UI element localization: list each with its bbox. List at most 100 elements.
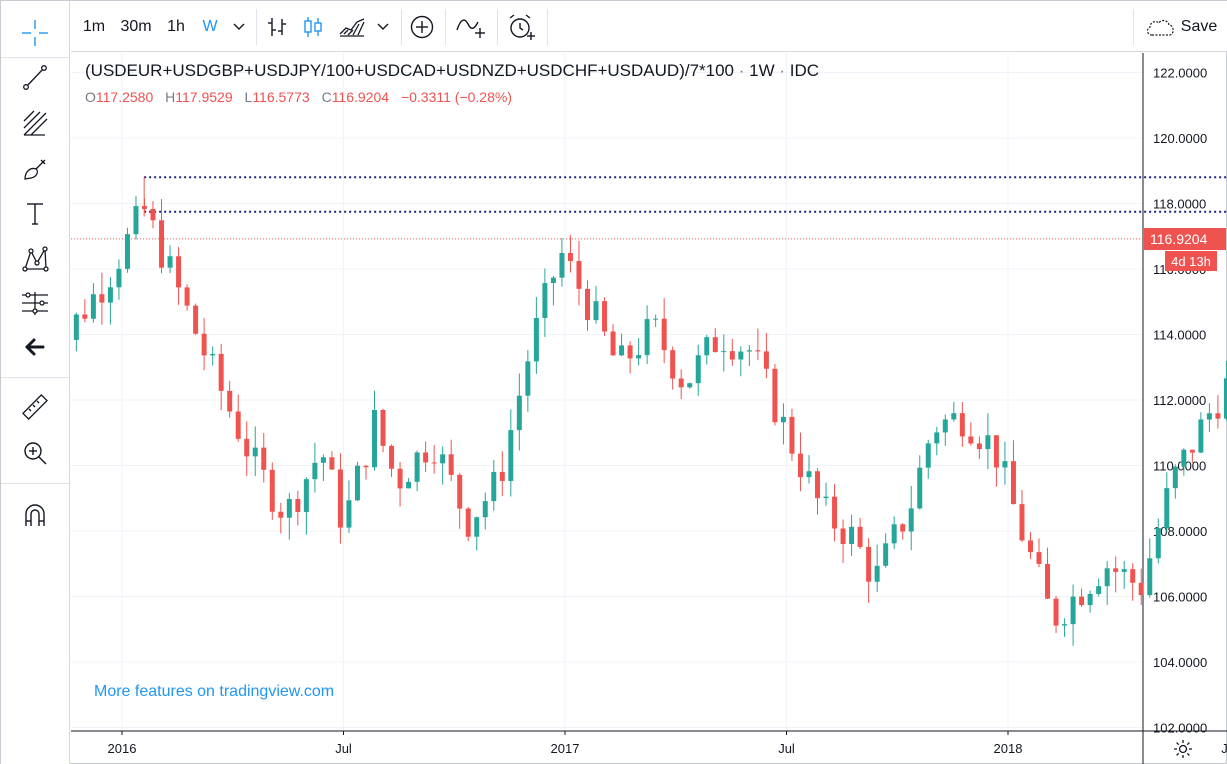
candle-body-down xyxy=(184,287,190,306)
compare-icon[interactable] xyxy=(451,11,491,43)
candle-body-up xyxy=(721,351,727,353)
candles-style-icon[interactable] xyxy=(297,11,329,43)
candle-body-down xyxy=(1045,563,1051,599)
price-axis-label: 108.0000 xyxy=(1153,524,1207,539)
candle-body-up xyxy=(934,432,940,444)
candle-body-down xyxy=(1027,540,1033,553)
save-button[interactable]: Save xyxy=(1141,11,1221,43)
interval-1m[interactable]: 1m xyxy=(82,18,106,35)
candle-body-up xyxy=(653,318,659,320)
high-value: 117.9529 xyxy=(175,89,233,105)
candle-body-up xyxy=(746,350,752,352)
candle-body-up xyxy=(908,508,914,532)
candle-body-down xyxy=(857,526,863,547)
ruler-icon[interactable] xyxy=(13,389,57,425)
candle-body-up xyxy=(636,355,642,359)
candle-body-down xyxy=(397,468,403,489)
candle-body-up xyxy=(1087,593,1093,606)
candle-body-up xyxy=(167,256,173,268)
brush-icon[interactable] xyxy=(13,151,57,187)
symbol-expression[interactable]: (USDEUR+USDGBP+USDJPY/100+USDCAD+USDNZD+… xyxy=(85,61,735,80)
open-value: 117.2580 xyxy=(95,89,154,105)
pattern-icon[interactable] xyxy=(13,241,57,277)
candle-body-up xyxy=(474,517,480,537)
ohlc-values: O117.2580 H117.9529 L116.5773 C116.9204 … xyxy=(85,89,512,105)
candle-body-down xyxy=(99,294,105,303)
chevron-down-icon[interactable] xyxy=(229,11,249,43)
alert-icon[interactable] xyxy=(501,11,541,43)
chart-style-chevron-icon[interactable] xyxy=(373,11,393,43)
candle-body-up xyxy=(559,252,565,278)
save-label: Save xyxy=(1180,18,1218,35)
candle-body-up xyxy=(286,499,292,518)
candle-body-down xyxy=(82,314,88,319)
candle-body-down xyxy=(193,305,199,334)
candle-body-up xyxy=(1198,419,1204,453)
candle-body-up xyxy=(508,430,514,481)
crosshair-icon[interactable] xyxy=(13,15,57,51)
price-axis-label: 102.0000 xyxy=(1153,721,1207,736)
tradingview-link[interactable]: More features on tradingview.com xyxy=(94,683,335,700)
zoom-in-icon[interactable] xyxy=(13,435,57,471)
candle-body-up xyxy=(303,479,309,512)
interval-label: 1W xyxy=(749,61,775,80)
low-value: 116.5773 xyxy=(252,89,310,105)
candle-body-up xyxy=(644,319,650,356)
bars-style-icon[interactable] xyxy=(261,11,293,43)
magnet-icon[interactable] xyxy=(13,497,57,533)
candle-body-down xyxy=(602,301,608,332)
price-chart[interactable]: 102.0000 104.0000 106.0000 108.0000 110.0000… xyxy=(39,53,1227,764)
interval-w[interactable]: W xyxy=(202,18,218,35)
time-axis-label: Jul xyxy=(778,741,795,756)
chart-pane[interactable]: 102.0000 104.0000 106.0000 108.0000 110.0000… xyxy=(39,53,1227,764)
text-icon[interactable] xyxy=(13,195,57,231)
measure-projection-icon[interactable] xyxy=(13,285,57,321)
candle-body-up xyxy=(116,268,122,288)
candle-body-up xyxy=(1062,624,1068,626)
candle-body-down xyxy=(431,462,437,464)
add-indicator-icon[interactable] xyxy=(405,11,439,43)
candle-body-up xyxy=(849,526,855,544)
candle-body-down xyxy=(1138,582,1144,596)
candle-body-down xyxy=(576,261,582,289)
candle-body-down xyxy=(1189,449,1195,453)
candle-body-down xyxy=(448,454,454,475)
trend-line-icon[interactable] xyxy=(13,59,57,95)
fib-retracement-icon[interactable] xyxy=(13,105,57,141)
candle-body-up xyxy=(372,409,378,468)
candle-body-up xyxy=(619,345,625,356)
candle-body-up xyxy=(780,416,786,423)
bar-countdown-label: 4d 13h xyxy=(1165,251,1217,271)
candle-body-up xyxy=(1002,461,1008,468)
candle-body-down xyxy=(1019,504,1025,541)
time-axis-label: 2017 xyxy=(551,741,580,756)
candle-body-down xyxy=(176,256,182,288)
candle-body-down xyxy=(678,378,684,388)
candle-body-up xyxy=(874,565,880,582)
candle-body-up xyxy=(482,501,488,518)
price-axis-label: 112.0000 xyxy=(1153,393,1206,408)
area-style-icon[interactable] xyxy=(335,11,369,43)
candle-body-up xyxy=(1164,488,1170,529)
top-toolbar: 1m 30m 1h W xyxy=(71,1,1227,52)
candle-body-up xyxy=(687,383,693,388)
candle-body-down xyxy=(141,206,147,210)
back-arrow-icon[interactable] xyxy=(13,329,57,365)
interval-30m[interactable]: 30m xyxy=(120,18,152,35)
candle-body-down xyxy=(797,453,803,478)
candle-body-up xyxy=(593,301,599,321)
candle-body-up xyxy=(90,294,96,319)
candle-body-up xyxy=(406,481,412,489)
price-axis-label: 122.0000 xyxy=(1153,66,1207,81)
candle-body-up xyxy=(925,443,931,468)
last-price-label: 116.9204 xyxy=(1144,228,1226,250)
gear-icon[interactable] xyxy=(1171,737,1195,761)
candle-body-up xyxy=(346,500,352,528)
interval-1h[interactable]: 1h xyxy=(167,18,185,35)
candle-body-up xyxy=(354,465,360,501)
candle-body-up xyxy=(942,419,948,433)
candle-body-down xyxy=(763,351,769,369)
candle-body-up xyxy=(1096,586,1102,594)
candle-body-down xyxy=(389,445,395,469)
candle-body-up xyxy=(704,337,710,356)
